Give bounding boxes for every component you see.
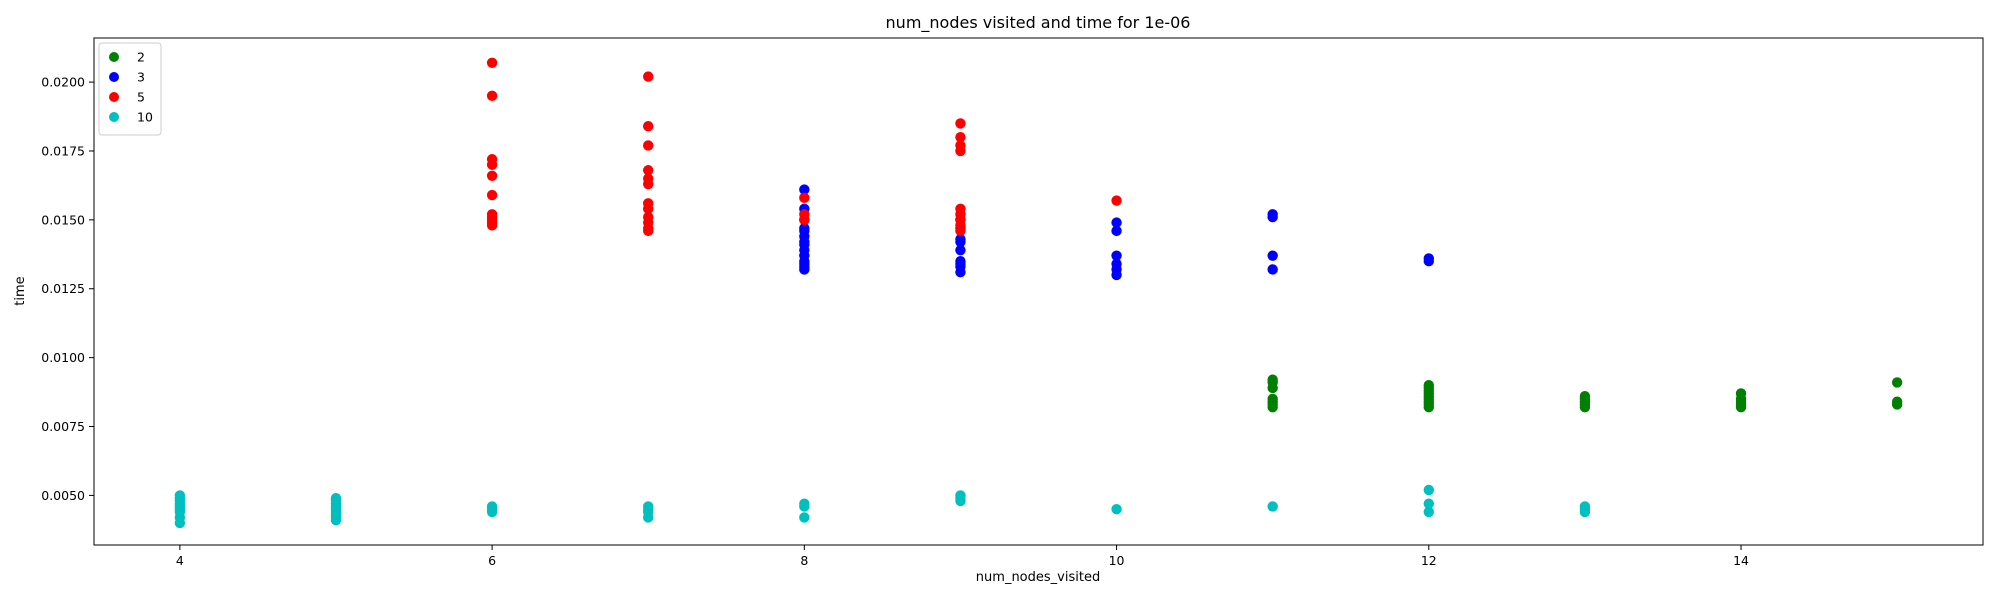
series-10-point-8 [174, 490, 186, 501]
series-3-point-28 [1111, 217, 1122, 228]
series-10-point-31 [1111, 503, 1122, 515]
legend-label-2: 2 [137, 50, 145, 65]
series-3-point-29 [1267, 264, 1278, 275]
legend: 2 3 5 10 [98, 42, 162, 136]
series-2-point-28 [1891, 377, 1903, 388]
series-5-point-32 [955, 140, 966, 151]
series-5-point-25 [799, 192, 810, 204]
legend-box [98, 42, 162, 136]
series-3-point-32 [1267, 209, 1278, 220]
x-tick-label-1: 6 [488, 553, 496, 568]
x-tick-label-0: 4 [176, 553, 184, 568]
series-10-point-24 [643, 501, 654, 512]
legend-marker-5 [109, 92, 119, 102]
series-3-point-13 [799, 184, 810, 195]
series-5-point-9 [486, 90, 498, 102]
series-3-point-30 [1267, 250, 1278, 261]
series-10-point-32 [1267, 501, 1278, 512]
series-10-point-30 [955, 490, 966, 501]
chart-title: num_nodes visited and time for 1e-06 [886, 13, 1191, 33]
x-axis-ticks: 4 6 8 10 12 14 [176, 545, 1749, 568]
series-5-point-8 [486, 154, 498, 165]
series-5-point-6 [486, 170, 498, 181]
series-10-point-17 [330, 492, 342, 504]
series-3-point-18 [955, 244, 966, 256]
plot-frame [93, 37, 1984, 546]
x-tick-label-5: 14 [1733, 553, 1749, 568]
series-10-point-38 [1579, 501, 1591, 512]
y-tick-label-0: 0.0050 [41, 488, 85, 503]
series-5-point-24 [799, 209, 810, 220]
series-5-point-35 [1111, 195, 1122, 206]
y-tick-label-6: 0.0200 [41, 75, 85, 90]
series-3-point-10 [799, 222, 810, 234]
series-5-point-5 [486, 189, 498, 201]
x-tick-label-4: 12 [1421, 553, 1437, 568]
series-3-point-27 [1111, 225, 1122, 237]
y-tick-label-2: 0.0100 [41, 350, 85, 365]
y-axis-ticks: 0.0050 0.0075 0.0100 0.0125 0.0150 0.0175 0.02… [41, 75, 94, 503]
y-tick-label-1: 0.0075 [41, 419, 85, 434]
legend-label-10: 10 [137, 110, 153, 125]
series-2-point-20 [1579, 391, 1591, 402]
series-3-point-25 [1111, 258, 1122, 270]
series-2-point-15 [1423, 379, 1434, 391]
series-5-point-16 [643, 198, 654, 209]
series-10-point-27 [799, 498, 810, 509]
series-3-point-17 [955, 255, 966, 267]
y-tick-label-4: 0.0150 [41, 212, 85, 227]
y-axis-label: time [13, 276, 28, 305]
x-tick-label-3: 10 [1109, 553, 1125, 568]
y-tick-label-5: 0.0175 [41, 143, 85, 158]
series-10-point-35 [1423, 484, 1434, 496]
series-10-point-33 [1423, 506, 1434, 518]
series-2-point-6 [1267, 374, 1278, 385]
series-2-point-27 [1891, 396, 1903, 407]
series-5-point-20 [643, 140, 654, 151]
y-tick-label-3: 0.0125 [41, 281, 85, 296]
series-10-point-34 [1423, 498, 1434, 509]
series-5-point-30 [955, 203, 966, 215]
series-5-point-21 [643, 120, 654, 132]
series-5-point-34 [955, 118, 966, 129]
series-5-point-4 [486, 209, 498, 220]
series-3-point-26 [1111, 250, 1122, 261]
legend-label-3: 3 [137, 70, 145, 85]
series-5-point-22 [643, 71, 654, 82]
series-2-point-25 [1735, 388, 1747, 399]
series-10-point-20 [486, 501, 498, 512]
legend-marker-2 [109, 52, 119, 62]
marks-layer [174, 57, 1903, 529]
series-3-point-34 [1423, 253, 1434, 264]
x-axis-label: num_nodes_visited [976, 570, 1100, 585]
series-5-point-10 [486, 57, 498, 68]
legend-label-5: 5 [137, 90, 145, 105]
series-3-point-20 [955, 233, 966, 245]
legend-marker-10 [109, 112, 119, 122]
series-2-point-3 [1267, 393, 1278, 405]
series-5-point-33 [955, 132, 966, 143]
series-10-point-25 [799, 512, 810, 523]
series-5-point-18 [643, 173, 654, 184]
series-5-point-14 [643, 211, 654, 223]
legend-marker-3 [109, 72, 119, 82]
x-tick-label-2: 8 [800, 553, 808, 568]
series-5-point-19 [643, 165, 654, 176]
